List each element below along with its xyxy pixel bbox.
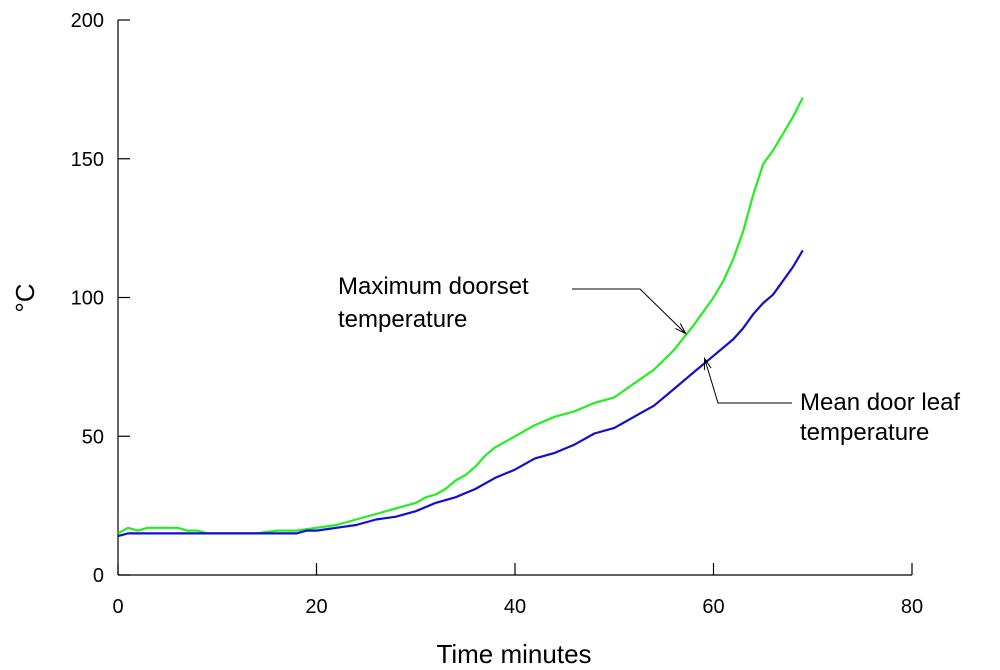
x-tick-label: 20 xyxy=(305,596,327,618)
annotation-max-doorset-line-2: temperature xyxy=(338,306,467,333)
annotation-layer: Maximum doorset temperature Mean door le… xyxy=(338,273,967,446)
annotation-max-doorset-line-1: Maximum doorset xyxy=(338,273,529,300)
x-axis-title: Time minutes xyxy=(436,639,591,669)
y-tick-label: 50 xyxy=(82,426,104,448)
y-tick-label: 200 xyxy=(71,10,104,32)
annotation-mean-leaf-label: Mean door leaf temperature xyxy=(800,389,967,446)
annotation-mean-leaf-line-1: Mean door leaf xyxy=(800,389,960,416)
annotation-max-doorset-leader-arrowhead xyxy=(675,323,687,335)
series-layer xyxy=(117,97,804,538)
x-ticks: 0 20 40 60 80 xyxy=(112,563,923,618)
y-ticks: 0 50 100 150 200 xyxy=(71,10,130,587)
y-axis-title: °C xyxy=(10,283,40,312)
annotation-max-doorset-leader xyxy=(572,288,687,334)
series-line-maximum-doorset xyxy=(117,97,804,535)
x-tick-label: 60 xyxy=(702,596,724,618)
y-tick-label: 0 xyxy=(93,565,104,587)
y-tick-label: 100 xyxy=(71,288,104,310)
annotation-mean-leaf-line-2: temperature xyxy=(800,419,929,446)
x-tick-label: 40 xyxy=(504,596,526,618)
x-tick-label: 0 xyxy=(112,596,123,618)
annotation-mean-leaf-leader xyxy=(704,358,792,404)
annotation-mean-leaf-leader-arrowhead xyxy=(703,356,712,371)
annotation-max-doorset-label: Maximum doorset temperature xyxy=(338,273,535,333)
y-tick-label: 150 xyxy=(71,149,104,171)
series-line-mean-door-leaf xyxy=(117,249,804,538)
x-tick-label: 80 xyxy=(901,596,923,618)
